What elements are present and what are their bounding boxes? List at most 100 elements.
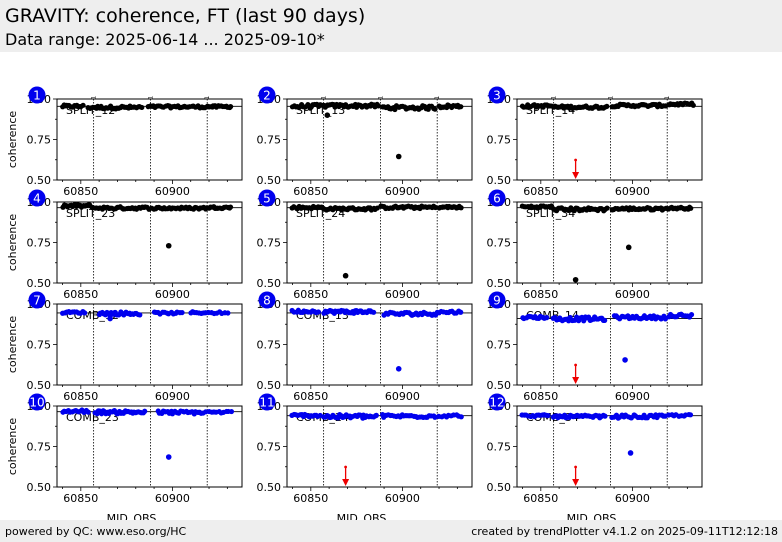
y-tick-label: 0.50 [487,277,512,290]
x-tick-label: 60850 [523,390,558,403]
outlier-point [165,454,172,460]
panel-number-badge [488,86,506,104]
y-tick-label: 0.50 [257,277,282,290]
outlier-point [395,153,402,160]
page-title: GRAVITY: coherence, FT (last 90 days) [5,5,366,27]
y-tick-label: 0.50 [257,174,282,187]
plot-frame [286,98,473,181]
y-tick-label: 0.75 [27,441,52,454]
data-point [458,205,464,211]
x-tick-label: 60850 [523,185,558,198]
outlier-point [324,112,331,118]
y-tick-label: 0.75 [487,134,512,147]
y-tick-label: 0.50 [487,379,512,392]
panel-number: 6 [493,192,501,206]
y-tick-label: 0.75 [27,134,52,147]
panel-number: 8 [263,294,271,308]
panel-number: 9 [493,294,501,308]
data-point [373,412,379,418]
panel-number-badge [28,291,46,309]
data-point [690,102,696,108]
y-tick-label: 0.75 [257,441,282,454]
y-tick-label: 0.50 [487,481,512,494]
outlier-point [622,357,628,363]
y-tick-label: 0.50 [257,481,282,494]
y-tick-label: 0.75 [27,237,52,250]
plot-frame [286,303,473,386]
x-tick-label: 60900 [155,390,190,403]
x-tick-label: 60850 [293,288,328,301]
panel-number-badge [28,86,46,104]
data-point [602,413,608,419]
y-axis-label: coherence [6,316,19,374]
y-tick-label: 0.75 [487,237,512,250]
y-axis-label: coherence [6,111,19,169]
outlier-point [572,276,579,283]
outlier-point [625,244,632,251]
data-point [688,205,694,211]
plot-frame [516,405,703,488]
x-tick-label: 60850 [293,492,328,505]
x-tick-label: 60850 [63,492,98,505]
panel-number: 10 [29,396,44,410]
data-point [432,106,438,112]
x-tick-label: 60900 [615,492,650,505]
below-range-arrow-head [572,377,580,384]
data-point [604,205,610,211]
y-axis-label: coherence [6,214,19,272]
x-tick-label: 60900 [155,185,190,198]
y-axis-label: coherence [6,418,19,476]
plot-frame [286,201,473,284]
outlier-point [395,366,402,372]
below-range-arrow-tail [344,465,348,469]
footer-powered-by: powered by QC: www.eso.org/HC [5,525,187,538]
data-point [137,312,143,318]
below-range-arrow-tail [574,158,578,162]
y-tick-label: 0.50 [27,481,52,494]
x-tick-label: 60900 [385,390,420,403]
panel-number: 11 [259,396,274,410]
y-tick-label: 0.50 [257,379,282,392]
panel-number: 3 [493,89,501,103]
page-header: GRAVITY: coherence, FT (last 90 days) Da… [0,0,782,52]
outlier-point [342,272,349,279]
data-point [142,408,148,414]
panel-number-badge [258,393,276,411]
y-tick-label: 0.75 [257,134,282,147]
data-point [227,204,234,210]
panel-number-badge [258,86,276,104]
y-tick-label: 0.50 [27,379,52,392]
data-point [371,309,377,315]
data-point [228,408,235,415]
y-tick-label: 0.75 [487,441,512,454]
x-tick-label: 60850 [293,390,328,403]
x-tick-label: 60900 [385,492,420,505]
data-point [228,104,234,110]
panel-comb-23: 60850609000.500.751.00coherenceMJD_OBSCO… [6,393,243,525]
data-point [315,309,321,315]
plot-frame [516,201,703,284]
x-tick-label: 60900 [615,288,650,301]
below-range-arrow-tail [574,363,578,367]
page-footer: powered by QC: www.eso.org/HC created by… [0,520,782,542]
x-tick-label: 60850 [63,390,98,403]
data-point [688,312,695,318]
data-point [139,104,145,111]
data-point [458,104,464,110]
plot-frame [56,201,243,284]
x-tick-label: 60900 [155,288,190,301]
x-tick-label: 60900 [385,288,420,301]
plot-frame [56,303,243,386]
data-point [544,315,550,321]
panel-number: 12 [489,396,504,410]
data-point [458,414,464,420]
panel-number: 7 [33,294,41,308]
